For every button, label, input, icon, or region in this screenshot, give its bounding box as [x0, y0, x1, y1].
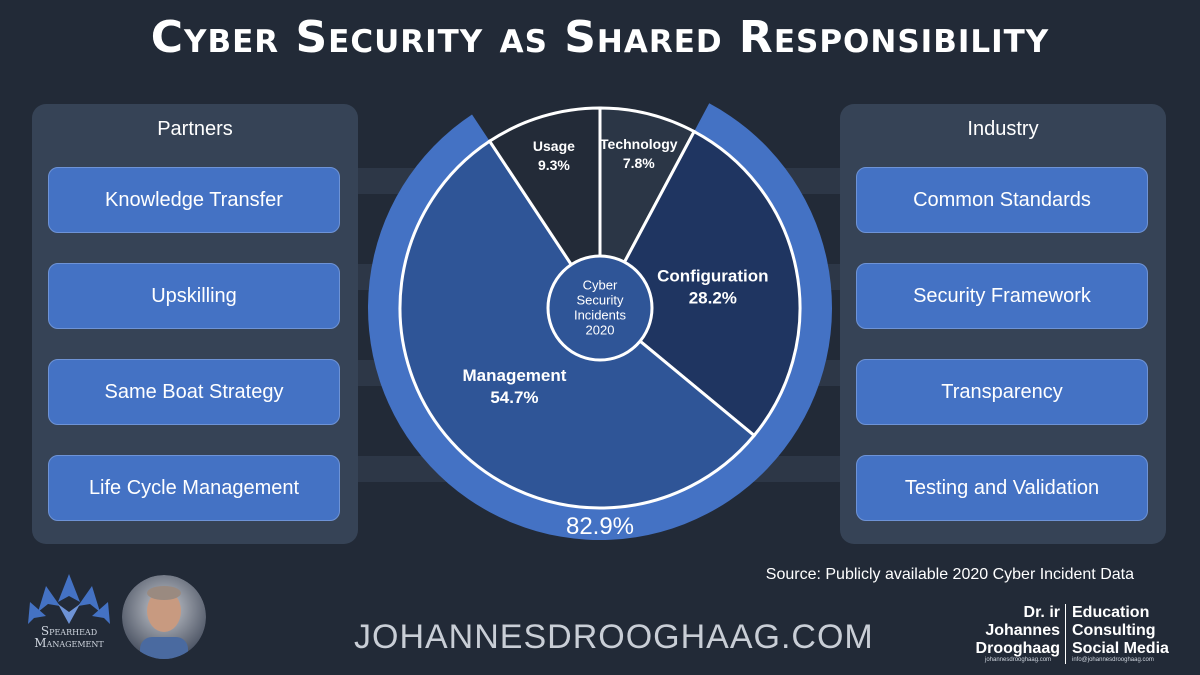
slice-value-usage: 9.3% [538, 157, 570, 173]
slice-value-technology: 7.8% [623, 155, 655, 171]
center-label-line: 2020 [586, 323, 615, 338]
outer-ring-value: 82.9% [566, 513, 634, 540]
slice-value-management: 54.7% [490, 388, 538, 407]
slice-label-usage: Usage [533, 138, 575, 154]
signature-name-line: Dr. ir [1023, 604, 1060, 621]
signature-name-line: Drooghaag [975, 640, 1060, 657]
partners-item-upskilling: Upskilling [48, 263, 340, 329]
pie-slice-configuration [598, 129, 802, 438]
pie-slice-usage [487, 106, 602, 313]
partners-item-life-cycle-management: Life Cycle Management [48, 455, 340, 521]
pie-slice-technology [598, 106, 697, 309]
signature-website-small: johannesdrooghaag.com [985, 657, 1052, 663]
author-photo [122, 575, 206, 659]
signature-role-line: Education [1072, 604, 1150, 621]
incidents-donut-chart: Technology 7.8% Configuration 28.2% Manageme… [367, 103, 832, 540]
partners-item-same-boat-strategy: Same Boat Strategy [48, 359, 340, 425]
industry-item-security-framework: Security Framework [856, 263, 1148, 329]
industry-panel-title: Industry [967, 118, 1039, 140]
center-label-line: Security [577, 293, 624, 308]
center-circle [546, 254, 654, 362]
center-label: Cyber Security Incidents 2020 [574, 278, 627, 338]
center-label-line: Cyber [583, 278, 618, 293]
signature-role-line: Consulting [1072, 622, 1156, 639]
partners-panel-title: Partners [157, 118, 233, 140]
signature-name: Dr. ir Johannes Drooghaag [960, 604, 1060, 658]
signature-divider [1065, 604, 1066, 664]
center-label-line: Incidents [574, 308, 627, 323]
slice-label-configuration: Configuration [657, 267, 768, 286]
logo-text-bottom: Management [34, 636, 104, 650]
spearhead-logo-icon [28, 574, 110, 624]
industry-panel: Industry Common Standards Security Frame… [840, 104, 1166, 544]
partners-panel: Partners Knowledge Transfer Upskilling S… [32, 104, 358, 544]
source-note: Source: Publicly available 2020 Cyber In… [765, 566, 1134, 583]
signature-role-line: Social Media [1072, 640, 1169, 657]
slice-value-configuration: 28.2% [689, 289, 737, 308]
logo-text-top: Spearhead [40, 624, 98, 638]
website-url: JOHANNESDROOGHAAG.COM [354, 618, 874, 656]
page-title: Cyber Security as Shared Responsibility [150, 12, 1050, 63]
signature-name-line: Johannes [985, 622, 1060, 639]
industry-item-common-standards: Common Standards [856, 167, 1148, 233]
slice-label-technology: Technology [600, 136, 678, 152]
author-portrait-icon [122, 575, 206, 659]
slice-label-management: Management [462, 366, 566, 385]
signature-email-small: info@johannesdrooghaag.com [1072, 657, 1154, 663]
partners-item-knowledge-transfer: Knowledge Transfer [48, 167, 340, 233]
signature-roles: Education Consulting Social Media [1072, 604, 1192, 658]
industry-item-testing-and-validation: Testing and Validation [856, 455, 1148, 521]
industry-item-transparency: Transparency [856, 359, 1148, 425]
